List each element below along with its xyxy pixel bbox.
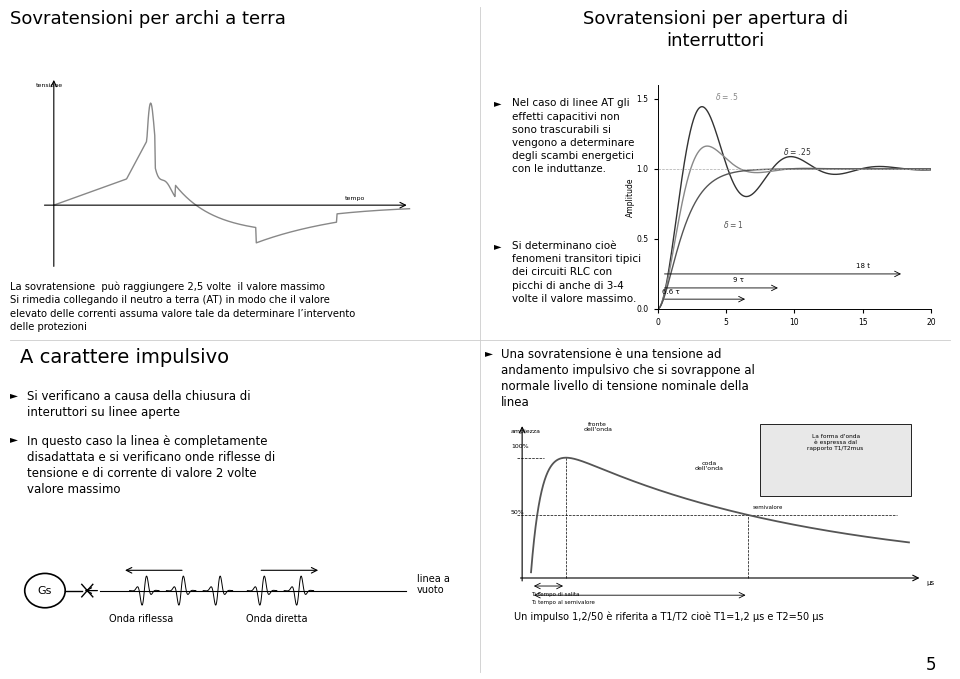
Text: Sovratensioni per archi a terra: Sovratensioni per archi a terra	[10, 10, 285, 29]
Text: ►: ►	[10, 390, 17, 401]
Text: La sovratensione  può raggiungere 2,5 volte  il valore massimo: La sovratensione può raggiungere 2,5 vol…	[10, 282, 324, 292]
Text: Si rimedia collegando il neutro a terra (AT) in modo che il valore: Si rimedia collegando il neutro a terra …	[10, 295, 329, 306]
Text: tensione: tensione	[36, 83, 62, 88]
Text: T₁ tempo di salita: T₁ tempo di salita	[531, 591, 580, 597]
Text: fronte
dell'onda: fronte dell'onda	[584, 422, 612, 433]
Text: ampiezza: ampiezza	[511, 429, 541, 434]
Text: A carattere impulsivo: A carattere impulsivo	[20, 348, 229, 367]
Text: $\delta=1$: $\delta=1$	[723, 219, 743, 230]
Text: Onda riflessa: Onda riflessa	[108, 614, 173, 624]
Text: $\delta=.5$: $\delta=.5$	[715, 91, 739, 103]
Text: Una sovratensione è una tensione ad
andamento impulsivo che si sovrappone al
nor: Una sovratensione è una tensione ad anda…	[501, 348, 755, 409]
Text: La forma d'onda
è espressa dal
rapporto T1/T2mus: La forma d'onda è espressa dal rapporto …	[807, 434, 864, 451]
Text: Gs: Gs	[37, 585, 52, 595]
Text: 18 t: 18 t	[856, 263, 870, 270]
Text: Onda diretta: Onda diretta	[246, 614, 307, 624]
Text: Si determinano cioè
fenomeni transitori tipici
dei circuiti RLC con
picchi di an: Si determinano cioè fenomeni transitori …	[512, 241, 641, 304]
Text: Sovratensioni per apertura di
interruttori: Sovratensioni per apertura di interrutto…	[583, 10, 848, 50]
Text: $\delta=.25$: $\delta=.25$	[783, 146, 812, 157]
Text: μs: μs	[926, 581, 935, 586]
Text: 50%: 50%	[511, 510, 525, 515]
Text: Si verificano a causa della chiusura di
interuttori su linee aperte: Si verificano a causa della chiusura di …	[27, 390, 251, 420]
Text: Un impulso 1,2/50 è riferita a T1/T2 cioè T1=1,2 μs e T2=50 μs: Un impulso 1,2/50 è riferita a T1/T2 cio…	[514, 611, 824, 621]
FancyBboxPatch shape	[760, 424, 911, 496]
Text: delle protezioni: delle protezioni	[10, 322, 86, 332]
Text: linea a
vuoto: linea a vuoto	[417, 574, 449, 595]
Text: In questo caso la linea è completamente
disadattata e si verificano onde rifless: In questo caso la linea è completamente …	[27, 435, 276, 496]
Text: elevato delle correnti assuma valore tale da determinare l’intervento: elevato delle correnti assuma valore tal…	[10, 309, 355, 319]
Text: tempo: tempo	[345, 196, 365, 202]
Text: ►: ►	[494, 98, 502, 109]
Text: ►: ►	[485, 348, 492, 359]
Y-axis label: Amplitude: Amplitude	[626, 177, 636, 217]
Text: 100%: 100%	[511, 444, 529, 449]
Text: ►: ►	[10, 435, 17, 445]
Text: ►: ►	[494, 241, 502, 251]
Text: 5: 5	[925, 655, 936, 674]
Text: semivalore: semivalore	[753, 505, 783, 511]
Text: 9 τ: 9 τ	[732, 277, 744, 283]
Text: coda
dell'onda: coda dell'onda	[694, 460, 724, 471]
Text: 6.6 τ: 6.6 τ	[661, 289, 680, 295]
Text: Nel caso di linee AT gli
effetti capacitivi non
sono trascurabili si
vengono a d: Nel caso di linee AT gli effetti capacit…	[512, 98, 634, 175]
Text: T₂ tempo al semivalore: T₂ tempo al semivalore	[531, 600, 595, 605]
